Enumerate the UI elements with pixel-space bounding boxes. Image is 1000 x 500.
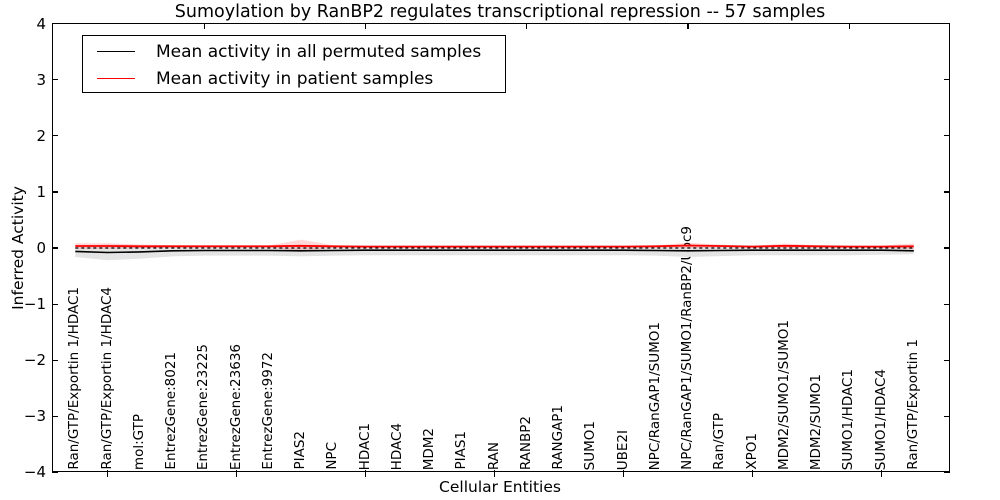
legend-label-patient: Mean activity in patient samples (156, 68, 434, 89)
legend-entry-permuted: Mean activity in all permuted samples (83, 37, 505, 66)
y-tick-mark (944, 415, 950, 417)
legend-entry-patient: Mean activity in patient samples (83, 64, 505, 93)
y-tick-label: −3 (23, 407, 46, 426)
y-tick-label: −1 (23, 295, 46, 314)
x-tick-mark-bottom (235, 470, 238, 477)
y-tick-mark (944, 303, 950, 305)
y-tick-mark (52, 359, 58, 361)
x-tick-mark-bottom (880, 470, 883, 477)
x-tick-mark-top (203, 23, 205, 29)
y-tick-mark (944, 359, 950, 361)
y-tick-mark (52, 23, 58, 25)
y-tick-label: 4 (36, 14, 46, 33)
y-tick-mark (52, 135, 58, 137)
y-tick-mark (52, 79, 58, 81)
permuted-mean-line (75, 249, 914, 254)
legend-line-sample-patient (97, 78, 135, 79)
x-tick-mark-bottom (493, 470, 496, 477)
y-tick-mark (52, 303, 58, 305)
y-tick-mark (52, 471, 58, 474)
y-tick-label: 0 (36, 239, 46, 257)
x-tick-mark-top (687, 23, 689, 29)
x-axis-label: Cellular Entities (439, 478, 561, 496)
legend-box: Mean activity in all permuted samples Me… (82, 35, 506, 93)
x-tick-mark-top (364, 23, 367, 29)
y-tick-mark (52, 247, 58, 249)
y-tick-mark (944, 135, 950, 137)
y-tick-label: 3 (36, 70, 46, 89)
y-tick-mark (944, 471, 950, 474)
patient-std-band (75, 239, 914, 252)
legend-label-permuted: Mean activity in all permuted samples (156, 41, 482, 62)
legend-line-sample-permuted (97, 51, 135, 52)
y-tick-label: −2 (23, 351, 46, 370)
x-tick-mark-bottom (106, 470, 109, 477)
patient-mean-line (75, 244, 914, 248)
chart-title: Sumoylation by RanBP2 regulates transcri… (174, 2, 826, 22)
x-tick-mark-top (848, 23, 850, 29)
y-tick-label: −4 (23, 463, 46, 482)
x-tick-mark-bottom (751, 470, 754, 477)
y-tick-mark (52, 415, 58, 417)
y-tick-mark (944, 247, 950, 249)
permuted-std-band (75, 244, 914, 261)
x-tick-mark-top (526, 23, 528, 29)
y-tick-mark (944, 79, 950, 81)
x-tick-mark-bottom (622, 470, 625, 477)
x-tick-mark-bottom (364, 470, 367, 477)
y-tick-mark (944, 191, 950, 193)
y-tick-label: 2 (36, 126, 46, 145)
y-tick-label: 1 (36, 182, 46, 201)
y-tick-mark (944, 23, 950, 25)
y-tick-mark (52, 191, 58, 193)
